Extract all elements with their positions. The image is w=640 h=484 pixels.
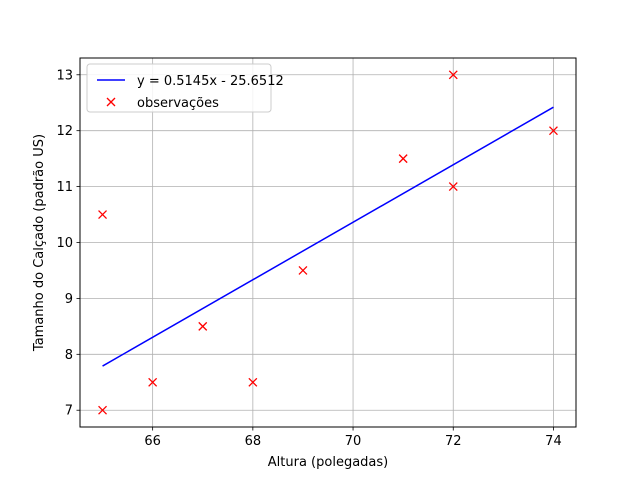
y-axis-label: Tamanho do Calçado (padrão US) bbox=[32, 134, 47, 352]
legend-label: y = 0.5145x - 25.6512 bbox=[137, 74, 284, 89]
observation-point bbox=[398, 154, 408, 164]
x-tick-label: 70 bbox=[345, 434, 362, 449]
observation-point bbox=[98, 210, 108, 220]
grid bbox=[80, 58, 576, 427]
observation-point bbox=[248, 377, 258, 387]
y-tick-label: 13 bbox=[56, 68, 73, 83]
y-tick-label: 9 bbox=[65, 292, 73, 307]
observation-point bbox=[98, 405, 108, 415]
x-tick-label: 66 bbox=[144, 434, 161, 449]
observation-point bbox=[448, 182, 458, 192]
x-tick-label: 68 bbox=[245, 434, 262, 449]
legend-marker-swatch bbox=[106, 97, 116, 107]
y-tick-label: 7 bbox=[65, 404, 73, 419]
x-tick-label: 72 bbox=[445, 434, 462, 449]
regression-line bbox=[102, 106, 554, 367]
y-tick-label: 8 bbox=[65, 348, 73, 363]
legend: y = 0.5145x - 25.6512 observações bbox=[86, 63, 284, 113]
observation-point bbox=[148, 377, 158, 387]
y-tick-label: 11 bbox=[56, 180, 73, 195]
observation-point bbox=[448, 70, 458, 80]
y-tick-label: 10 bbox=[56, 236, 73, 251]
legend-box bbox=[86, 63, 272, 113]
observation-point bbox=[198, 321, 208, 331]
plot-series bbox=[98, 70, 558, 415]
y-tick-label: 12 bbox=[56, 124, 73, 139]
observation-point bbox=[548, 126, 558, 136]
legend-label: observações bbox=[137, 96, 219, 111]
observation-point bbox=[298, 265, 308, 275]
ticks: 66 68 70 72 74 7 8 9 10 11 12 13 bbox=[56, 68, 561, 449]
x-axis-label: Altura (polegadas) bbox=[268, 455, 388, 470]
x-tick-label: 74 bbox=[545, 434, 562, 449]
